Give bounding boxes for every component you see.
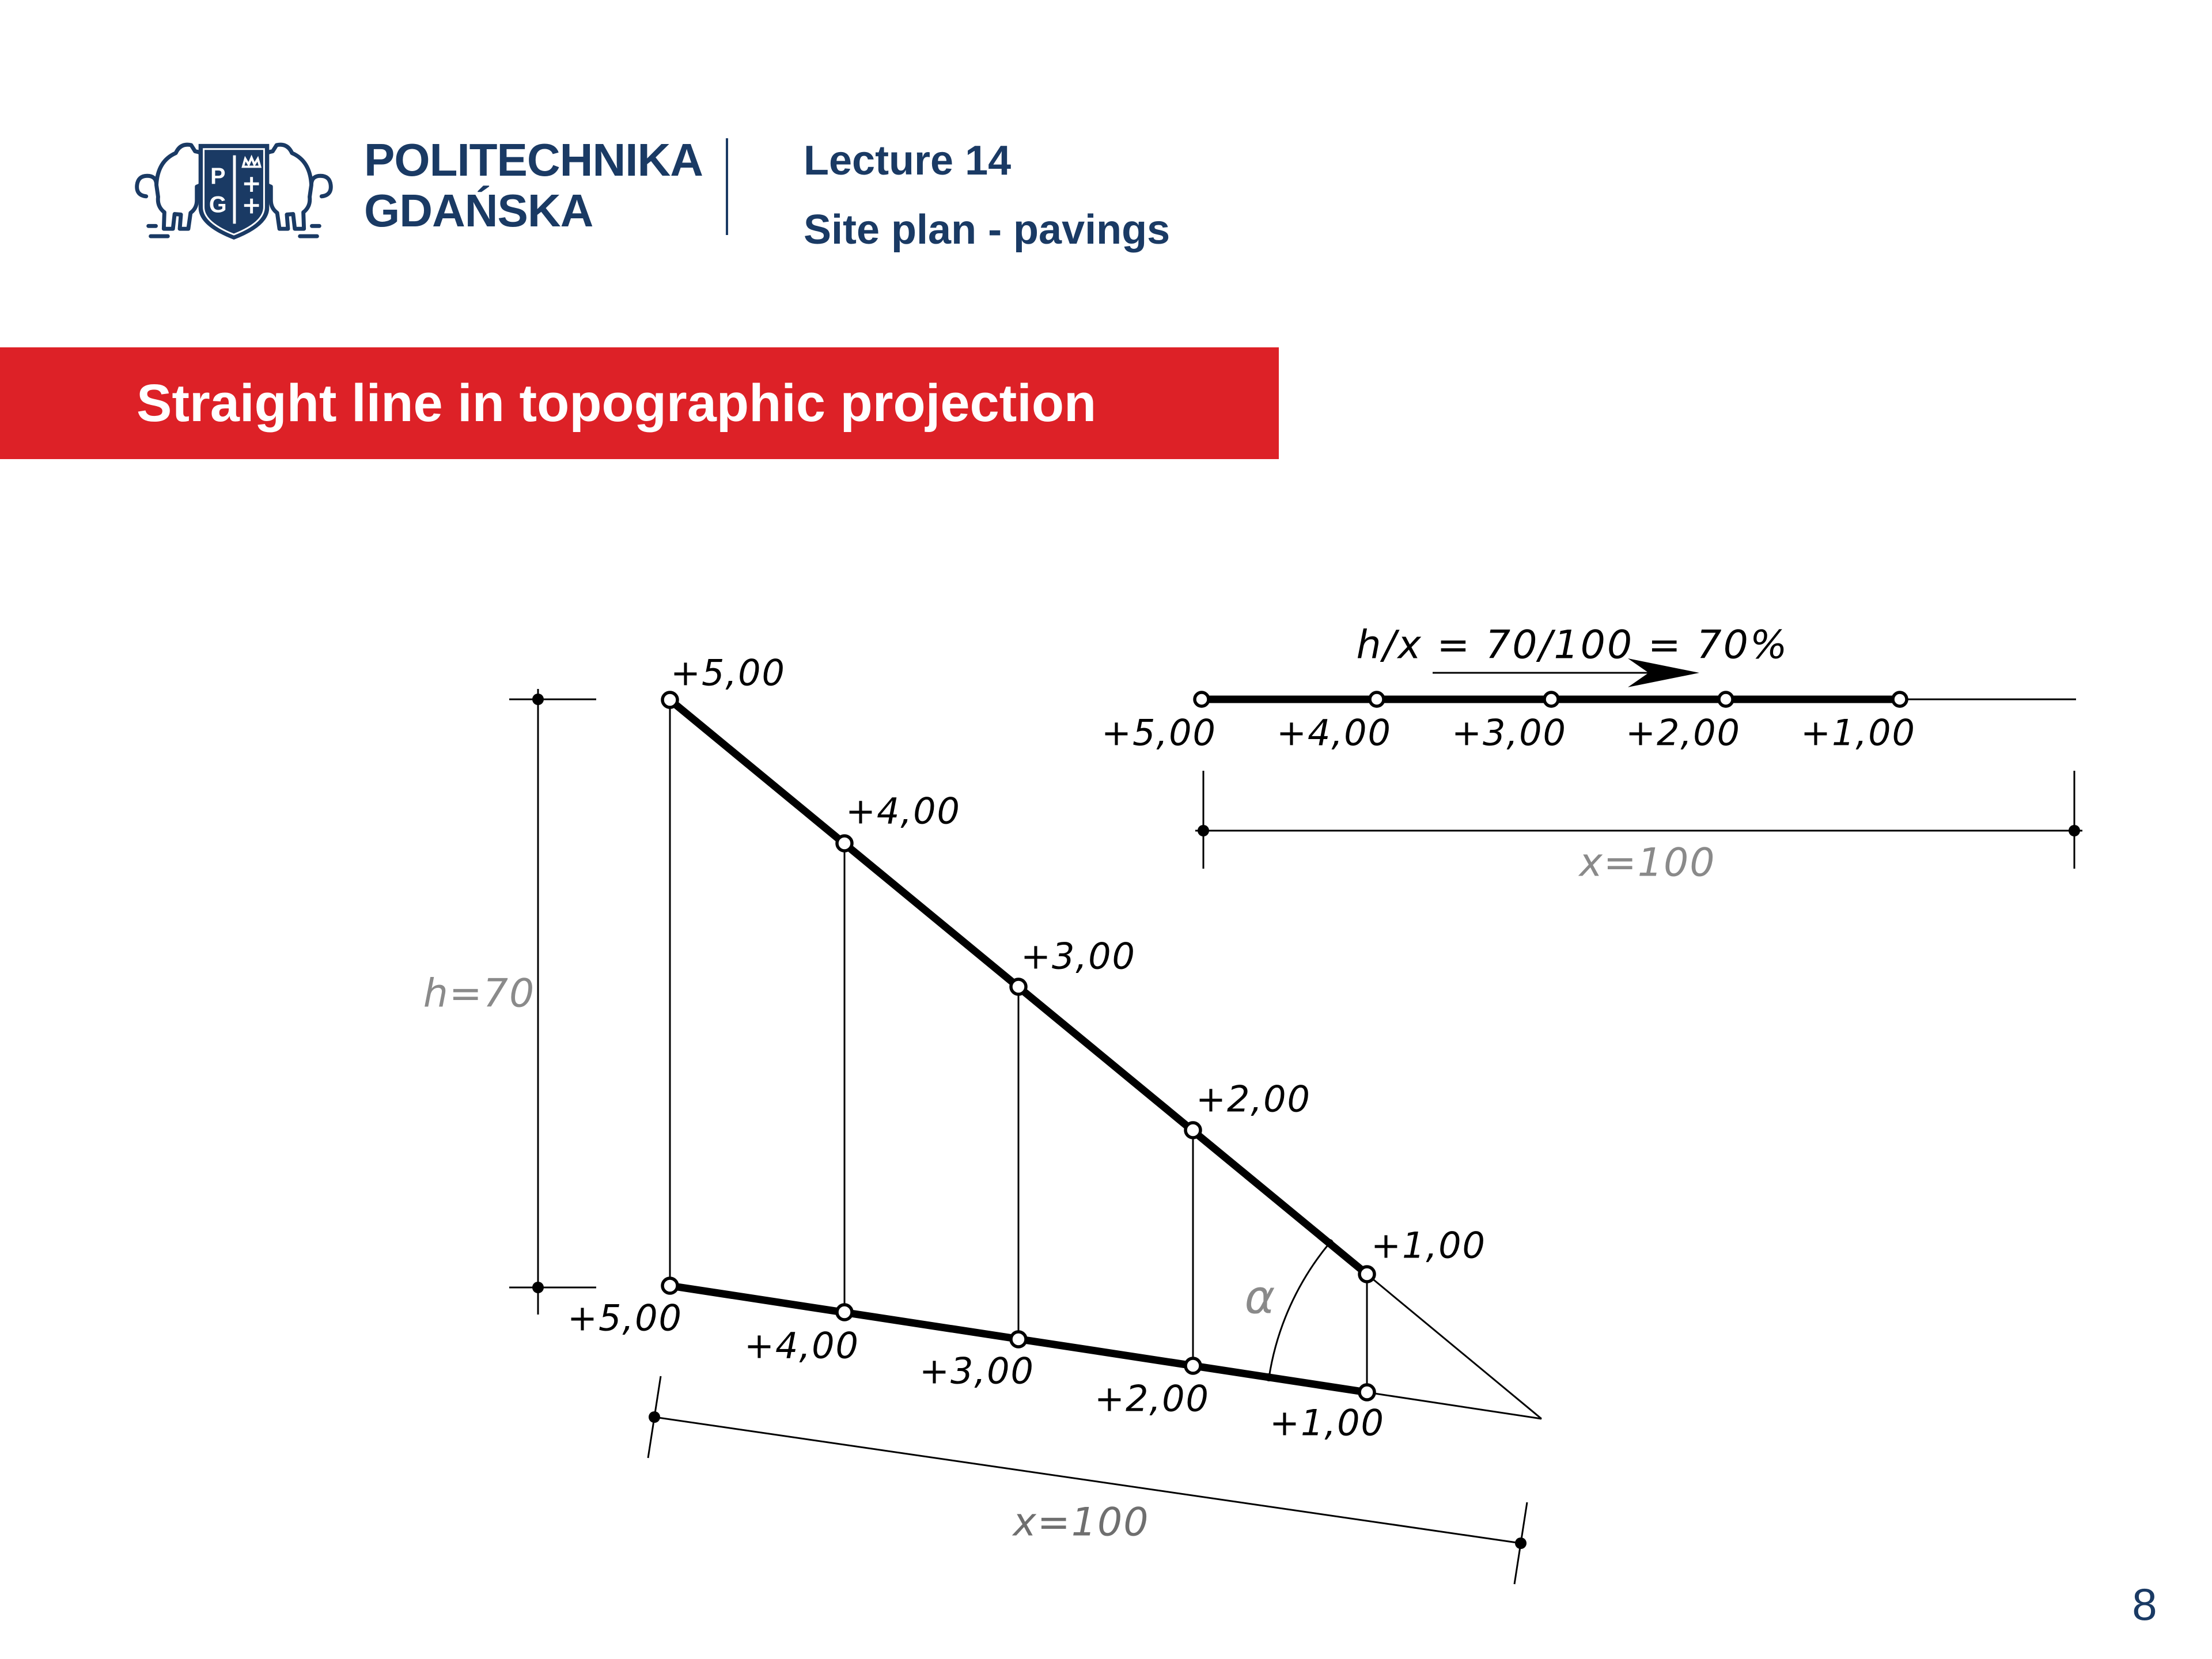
scale-level-label: +3,00 <box>1452 711 1567 754</box>
h-dimension-label: h=70 <box>423 971 536 1017</box>
lecture-header: Lecture 14 Site plan - pavings <box>804 137 1170 253</box>
logo-wordmark: POLITECHNIKA GDAŃSKA <box>364 137 703 234</box>
header-divider <box>726 138 728 235</box>
elevation-level-label: +1,00 <box>1371 1224 1486 1267</box>
plan-level-label: +4,00 <box>744 1324 859 1367</box>
elevation-level-label: +4,00 <box>846 790 961 832</box>
x-dimension-scale-end-dot <box>1198 825 1209 836</box>
arc-endpoint-dot <box>1325 1239 1334 1247</box>
elevation-level-label: +5,00 <box>671 652 786 694</box>
cross-icon <box>244 198 259 214</box>
logo-line1: POLITECHNIKA <box>364 134 703 185</box>
lecture-title: Lecture 14 <box>804 138 1012 184</box>
convergence-lines <box>1366 1273 1542 1420</box>
cross-icon <box>244 177 259 192</box>
shield-icon: P G <box>198 143 270 240</box>
alpha-angle-label: α <box>1244 1270 1277 1324</box>
x-dimension-end-dot <box>649 1411 660 1423</box>
lecture-subtitle: Site plan - pavings <box>804 207 1171 253</box>
h-dimension-end-dot <box>532 694 544 705</box>
crown-icon <box>241 154 262 168</box>
plan-level-label: +5,00 <box>567 1297 683 1339</box>
x-dimension-end-dot <box>1515 1537 1527 1549</box>
slope-arrow-head-icon <box>1628 658 1699 687</box>
scale-level-label: +4,00 <box>1277 711 1392 754</box>
h-dimension-end-dot <box>532 1282 544 1293</box>
graded-scale-nodes <box>1193 691 1908 708</box>
x-dimension-scale-end-dot <box>2069 825 2080 836</box>
h-dimension <box>509 689 596 1315</box>
title-banner: Straight line in topographic projection <box>0 347 1279 459</box>
x-dimension-label-scale: x=100 <box>1579 840 1716 886</box>
plan-level-label: +1,00 <box>1270 1402 1385 1444</box>
elevation-level-label: +3,00 <box>1021 935 1136 978</box>
page-number: 8 <box>2132 1579 2157 1630</box>
slope-formula: h/x = 70/100 = 70% <box>1356 622 1789 668</box>
shield-letter-p: P <box>210 164 225 189</box>
x-dimension-scale <box>1195 771 2082 869</box>
scale-level-label: +1,00 <box>1801 711 1916 754</box>
arc-endpoint-dot <box>1265 1373 1273 1381</box>
elevation-level-label: +2,00 <box>1196 1078 1311 1120</box>
university-logo: P G <box>135 142 333 240</box>
node-connector-lines <box>669 700 1368 1392</box>
page-title: Straight line in topographic projection <box>137 373 1097 433</box>
x-dimension-label-main: x=100 <box>1013 1499 1150 1546</box>
logo-line2: GDAŃSKA <box>364 185 593 236</box>
plan-level-label: +2,00 <box>1094 1377 1210 1420</box>
angle-arc <box>1268 1243 1331 1378</box>
scale-level-label: +5,00 <box>1101 711 1217 754</box>
x-dimension-main <box>647 1376 1528 1585</box>
scale-level-label: +2,00 <box>1626 711 1741 754</box>
plan-nodes <box>661 1277 1376 1402</box>
elevation-nodes <box>661 691 1376 1283</box>
plan-level-label: +3,00 <box>919 1350 1035 1392</box>
shield-letter-g: G <box>209 192 227 218</box>
